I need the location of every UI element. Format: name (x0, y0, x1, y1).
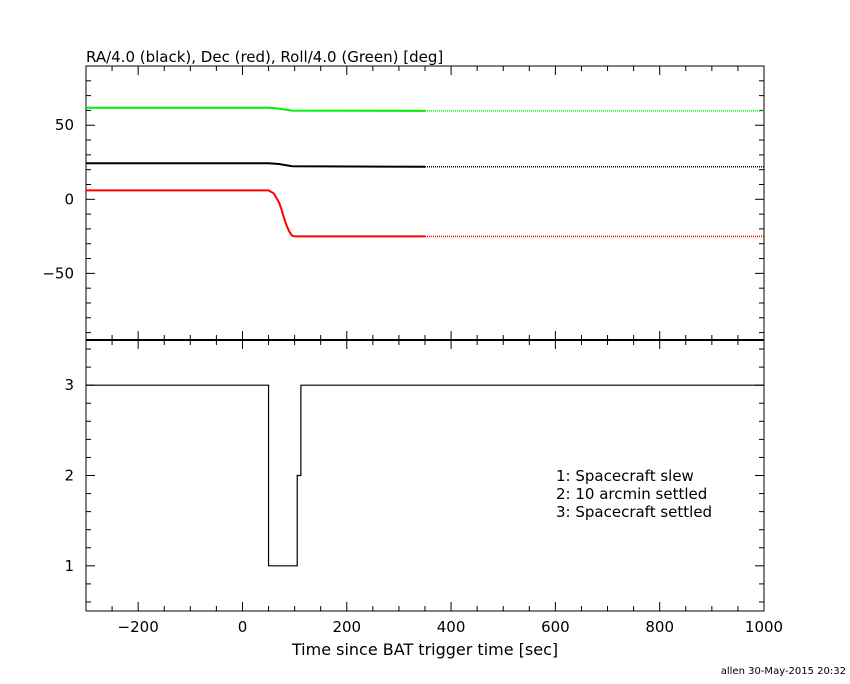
bottom-y-tick-label: 2 (64, 467, 74, 485)
top-series-0-line (86, 162, 426, 168)
bottom-y-tick-label: 3 (64, 376, 74, 394)
x-tick-label: −200 (118, 618, 159, 636)
annotation-spacecraft-settled: 3: Spacecraft settled (556, 503, 712, 521)
x-axis-label: Time since BAT trigger time [sec] (291, 640, 558, 659)
x-tick-label: 0 (238, 618, 248, 636)
top-y-tick-label: 0 (64, 190, 74, 208)
x-tick-label: 400 (437, 618, 466, 636)
x-tick-label: 600 (541, 618, 570, 636)
bottom-y-tick-label: 1 (64, 557, 74, 575)
x-tick-label: 1000 (745, 618, 783, 636)
annotation-slew: 1: Spacecraft slew (556, 467, 694, 485)
top-panel: −50 0 50 (42, 65, 765, 341)
annotation-10-arcmin-settled: 2: 10 arcmin settled (556, 485, 707, 503)
top-panel-title: RA/4.0 (black), Dec (red), Roll/4.0 (Gre… (86, 48, 443, 66)
footer-timestamp: allen 30-May-2015 20:32 (721, 666, 846, 677)
top-y-tick-label: −50 (42, 264, 74, 282)
bottom-series-0-step-line (86, 384, 764, 567)
x-tick-label: 200 (332, 618, 361, 636)
x-tick-label: 800 (645, 618, 674, 636)
top-y-tick-label: 50 (55, 116, 74, 134)
top-series-2-line (86, 106, 426, 112)
top-series-1-line (86, 189, 425, 238)
